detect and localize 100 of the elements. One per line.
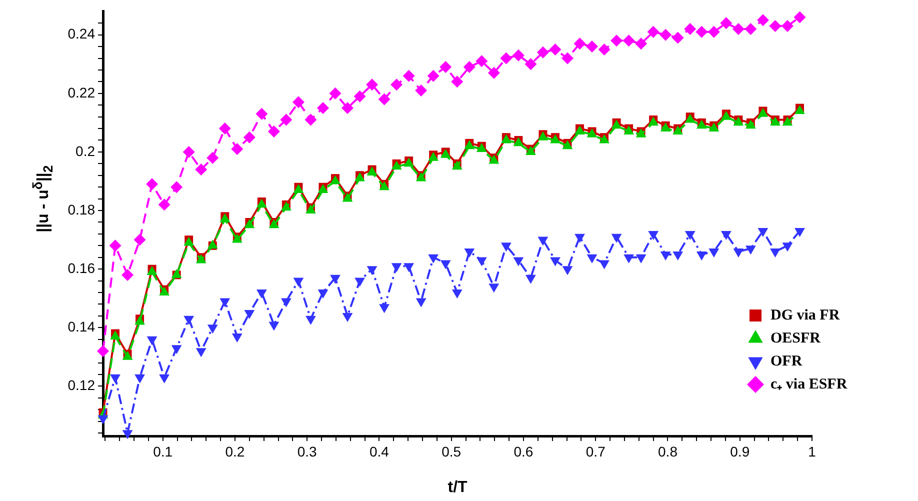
point xyxy=(292,96,304,108)
y-tick-label: 0.22 xyxy=(68,84,96,100)
point xyxy=(170,181,183,194)
point xyxy=(624,254,634,264)
point xyxy=(134,234,146,246)
legend-label: c₊ via ESFR xyxy=(770,376,848,392)
point xyxy=(379,304,390,314)
point xyxy=(280,114,292,126)
point xyxy=(696,251,707,260)
point xyxy=(696,26,708,38)
point xyxy=(733,248,744,258)
point xyxy=(647,26,660,38)
point xyxy=(440,260,451,270)
point xyxy=(513,257,524,266)
point xyxy=(512,49,524,62)
point xyxy=(781,20,794,32)
point xyxy=(402,70,415,82)
point xyxy=(329,87,342,100)
point xyxy=(122,268,134,281)
y-tick-label: 0.24 xyxy=(68,26,96,42)
x-tick-label: 0.3 xyxy=(297,443,318,460)
point xyxy=(218,122,231,135)
point xyxy=(97,345,109,358)
point xyxy=(526,274,536,284)
point xyxy=(648,230,659,240)
point xyxy=(672,251,684,260)
point xyxy=(220,298,230,308)
point xyxy=(451,76,464,88)
point xyxy=(635,38,648,50)
point xyxy=(318,290,328,299)
point xyxy=(354,278,365,287)
point xyxy=(476,55,488,68)
x-tick-label: 0.9 xyxy=(730,443,750,460)
point xyxy=(158,198,170,211)
point xyxy=(110,374,120,384)
point xyxy=(708,248,720,258)
point xyxy=(672,32,684,44)
point xyxy=(182,146,195,158)
point xyxy=(660,251,671,260)
point xyxy=(611,234,622,243)
point xyxy=(476,257,487,266)
point xyxy=(538,236,548,246)
point xyxy=(232,333,242,342)
point xyxy=(770,248,780,258)
point xyxy=(452,290,462,299)
point xyxy=(378,93,390,106)
point xyxy=(207,324,218,334)
point xyxy=(463,61,476,74)
point xyxy=(524,58,537,70)
point xyxy=(243,131,256,144)
point xyxy=(488,66,500,79)
legend-label: DG via FR xyxy=(770,307,840,324)
point xyxy=(561,52,574,64)
point xyxy=(744,22,757,35)
point xyxy=(586,40,598,53)
point xyxy=(684,22,696,35)
point xyxy=(622,34,635,47)
point xyxy=(134,374,145,384)
point xyxy=(536,46,549,58)
point xyxy=(660,28,672,41)
point xyxy=(391,263,402,272)
point xyxy=(415,84,428,96)
point xyxy=(500,52,512,64)
point xyxy=(109,240,122,252)
point xyxy=(758,228,768,238)
y-tick-label: 0.2 xyxy=(76,142,96,159)
point xyxy=(184,316,194,325)
point xyxy=(366,78,378,91)
point xyxy=(342,102,354,114)
point xyxy=(732,22,744,35)
point xyxy=(684,230,696,240)
point xyxy=(427,70,440,82)
point xyxy=(720,230,732,240)
point xyxy=(599,260,610,270)
point xyxy=(794,11,806,24)
x-tick-label: 0.8 xyxy=(658,443,678,460)
point xyxy=(500,242,512,252)
point xyxy=(195,164,208,176)
point xyxy=(708,26,720,38)
point xyxy=(720,17,732,30)
point xyxy=(231,143,244,156)
x-tick-label: 0.4 xyxy=(370,443,390,460)
point xyxy=(769,20,782,32)
point xyxy=(636,254,646,264)
point xyxy=(549,43,562,56)
x-tick-label: 0.7 xyxy=(586,443,606,460)
point xyxy=(598,43,610,56)
point xyxy=(610,34,623,47)
y-tick-label: 0.12 xyxy=(68,377,96,394)
point xyxy=(574,234,585,243)
x-tick-label: 0.2 xyxy=(225,443,245,460)
point xyxy=(293,278,304,287)
point xyxy=(330,274,340,284)
y-tick-label: 0.16 xyxy=(68,260,96,276)
y-tick-label: 0.14 xyxy=(68,318,96,335)
point xyxy=(171,345,182,354)
point xyxy=(550,257,560,266)
point xyxy=(196,348,206,358)
point xyxy=(354,90,366,102)
point xyxy=(428,254,439,264)
